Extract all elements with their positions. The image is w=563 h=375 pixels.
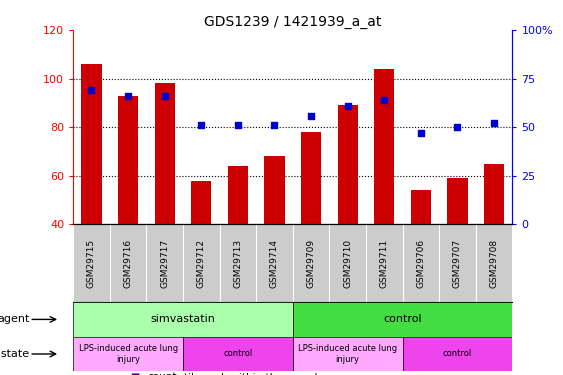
Text: simvastatin: simvastatin (150, 314, 216, 324)
Title: GDS1239 / 1421939_a_at: GDS1239 / 1421939_a_at (204, 15, 382, 29)
Text: control: control (224, 350, 252, 358)
Bar (73, 337, 183, 371)
Text: LPS-induced acute lung
injury: LPS-induced acute lung injury (78, 344, 178, 364)
Point (379, 97, 388, 103)
Text: GSM29711: GSM29711 (380, 239, 388, 288)
Text: LPS-induced acute lung
injury: LPS-induced acute lung injury (298, 344, 397, 364)
Bar (73, 302, 293, 337)
Text: agent: agent (0, 314, 29, 324)
Text: GSM29712: GSM29712 (197, 239, 205, 288)
Point (417, 130, 426, 136)
Bar (265, 156, 284, 224)
Point (270, 122, 279, 128)
Text: GSM29713: GSM29713 (234, 239, 242, 288)
Point (234, 122, 243, 128)
Text: percentile rank within the sample: percentile rank within the sample (148, 373, 324, 375)
Point (160, 93, 169, 99)
Text: GSM29709: GSM29709 (307, 239, 315, 288)
Text: control: control (443, 350, 472, 358)
Bar (403, 337, 512, 371)
Bar (155, 84, 175, 224)
Bar (301, 132, 321, 224)
Text: disease state: disease state (0, 349, 29, 359)
Text: ■: ■ (130, 372, 140, 375)
Point (453, 124, 462, 130)
Bar (293, 337, 403, 371)
Bar (448, 178, 467, 224)
Bar (484, 164, 504, 224)
Text: ■: ■ (130, 373, 140, 375)
Point (87, 87, 96, 93)
Point (306, 112, 315, 118)
Bar (411, 190, 431, 224)
Bar (82, 64, 101, 224)
Bar (338, 105, 358, 224)
Bar (118, 96, 138, 224)
Text: GSM29717: GSM29717 (160, 239, 169, 288)
Text: control: control (383, 314, 422, 324)
Text: GSM29707: GSM29707 (453, 239, 462, 288)
Bar (293, 302, 512, 337)
Text: GSM29706: GSM29706 (417, 239, 425, 288)
Point (489, 120, 499, 126)
Point (343, 103, 352, 109)
Point (123, 93, 133, 99)
Bar (374, 69, 394, 224)
Point (197, 122, 206, 128)
Bar (228, 166, 248, 224)
Text: GSM29714: GSM29714 (270, 239, 279, 288)
Text: GSM29710: GSM29710 (343, 239, 352, 288)
Text: GSM29708: GSM29708 (490, 239, 498, 288)
Text: GSM29715: GSM29715 (87, 239, 96, 288)
Text: GSM29716: GSM29716 (124, 239, 132, 288)
Bar (183, 337, 293, 371)
Text: count: count (148, 372, 177, 375)
Bar (191, 181, 211, 224)
